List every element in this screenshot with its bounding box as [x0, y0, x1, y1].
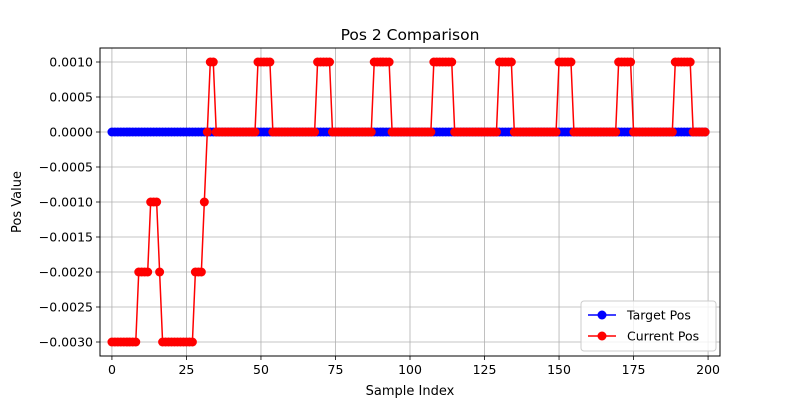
legend-marker-current-pos: [597, 331, 607, 341]
current-pos-point: [143, 267, 153, 277]
x-tick-label: 50: [253, 362, 269, 377]
legend-label-target-pos: Target Pos: [626, 308, 691, 323]
chart-title: Pos 2 Comparison: [341, 26, 480, 44]
x-tick-label: 100: [398, 362, 422, 377]
x-tick-label: 200: [696, 362, 720, 377]
series-layer: [107, 57, 710, 347]
axis-ticks: 0 25 50 75 100 125 150 175 200 0.0010 0.0005 0.0000…: [39, 55, 720, 378]
x-tick-label: 75: [328, 362, 344, 377]
current-pos-point: [199, 197, 209, 207]
y-axis-label: Pos Value: [10, 171, 25, 233]
current-pos-point: [685, 57, 695, 67]
x-tick-label: 0: [108, 362, 116, 377]
x-tick-label: 125: [473, 362, 497, 377]
x-tick-label: 25: [178, 362, 194, 377]
current-pos-point: [491, 127, 501, 137]
y-tick-label: −0.0005: [39, 160, 93, 175]
current-pos-point: [131, 337, 141, 347]
current-pos-point: [310, 127, 320, 137]
current-pos-point: [667, 127, 677, 137]
current-pos-point: [447, 57, 457, 67]
current-pos-point: [265, 57, 275, 67]
legend: Target Pos Current Pos: [580, 300, 717, 352]
legend-box: [580, 300, 717, 352]
current-pos-point: [611, 127, 621, 137]
x-axis-label: Sample Index: [366, 384, 455, 399]
y-tick-label: −0.0025: [39, 300, 93, 315]
y-tick-label: 0.0010: [49, 55, 93, 70]
legend-marker-target-pos: [597, 310, 607, 320]
current-pos-point: [426, 127, 436, 137]
legend-label-current-pos: Current Pos: [627, 329, 699, 344]
y-tick-label: 0.0005: [49, 90, 93, 105]
current-pos-point: [551, 127, 561, 137]
y-tick-label: 0.0000: [49, 125, 93, 140]
current-pos-point: [506, 57, 516, 67]
current-pos-point: [196, 267, 206, 277]
current-pos-point: [325, 57, 335, 67]
y-tick-label: −0.0030: [39, 335, 93, 350]
y-tick-label: −0.0020: [39, 265, 93, 280]
current-pos-point: [366, 127, 376, 137]
current-pos-point: [566, 57, 576, 67]
series-current-pos: [107, 57, 710, 347]
y-tick-label: −0.0015: [39, 230, 93, 245]
current-pos-point: [152, 197, 162, 207]
current-pos-point: [626, 57, 636, 67]
y-tick-label: −0.0010: [39, 195, 93, 210]
current-pos-point: [700, 127, 710, 137]
current-pos-point: [187, 337, 197, 347]
x-tick-label: 175: [622, 362, 646, 377]
current-pos-point: [250, 127, 260, 137]
current-pos-point: [384, 57, 394, 67]
current-pos-point: [208, 57, 218, 67]
current-pos-point: [202, 127, 212, 137]
current-pos-point: [155, 267, 165, 277]
x-tick-label: 150: [547, 362, 571, 377]
